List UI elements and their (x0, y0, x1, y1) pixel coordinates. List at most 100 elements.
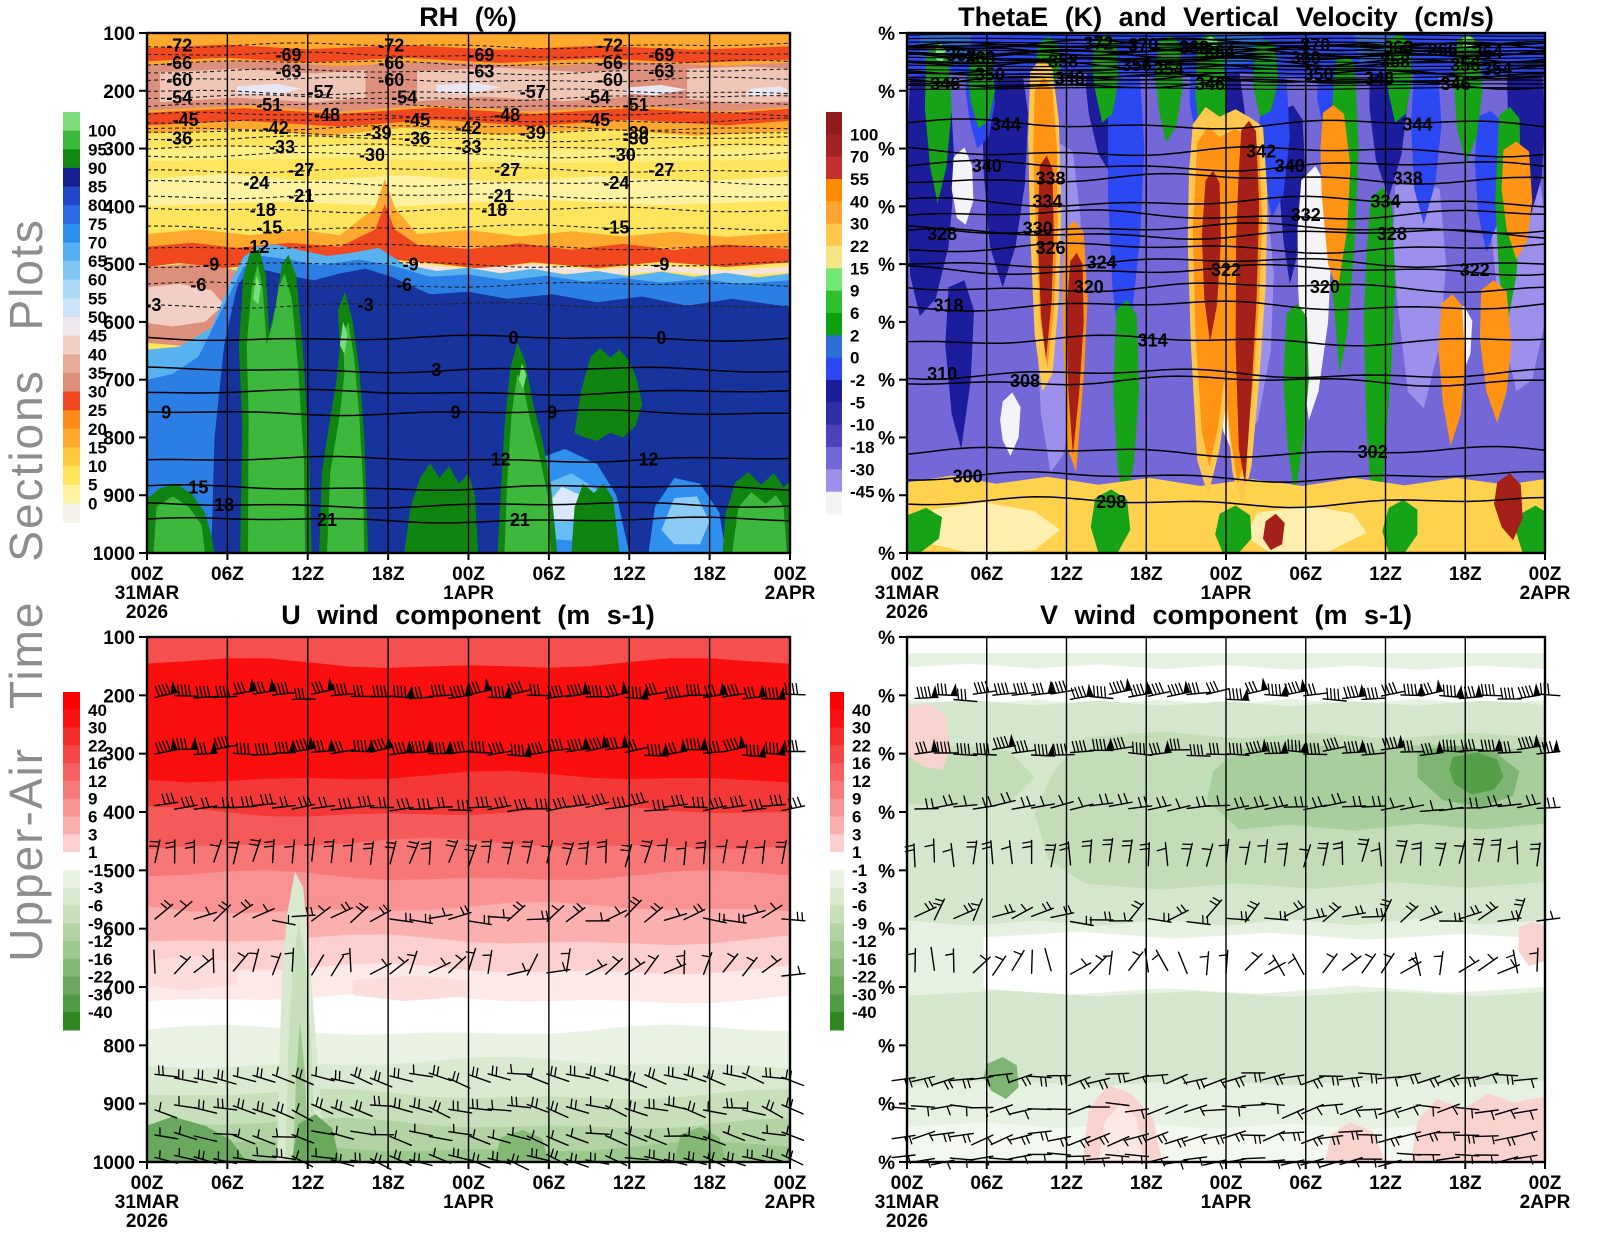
svg-text:-18: -18 (850, 438, 875, 457)
svg-text:-48: -48 (314, 105, 340, 125)
svg-text:370: 370 (1128, 35, 1158, 55)
svg-text:356: 356 (1122, 55, 1152, 75)
rh-colorbar: 1009590858075706560555045403530252015105… (63, 112, 116, 523)
svg-text:100: 100 (103, 628, 135, 649)
svg-text:800: 800 (103, 428, 135, 449)
svg-text:00Z: 00Z (1210, 1173, 1243, 1194)
svg-text:-12: -12 (243, 237, 269, 257)
svg-text:%: % (878, 313, 895, 334)
svg-text:18Z: 18Z (693, 1173, 726, 1194)
svg-text:-45: -45 (404, 110, 430, 130)
svg-text:80: 80 (88, 196, 107, 215)
svg-text:-30: -30 (88, 985, 113, 1004)
svg-text:400: 400 (103, 803, 135, 824)
svg-text:-3: -3 (852, 879, 867, 898)
svg-text:00Z: 00Z (891, 564, 924, 585)
svg-text:12: 12 (491, 449, 511, 469)
svg-text:70: 70 (88, 234, 107, 253)
svg-text:900: 900 (103, 486, 135, 507)
svg-text:-5: -5 (850, 393, 865, 412)
svg-text:-33: -33 (269, 137, 295, 157)
v-wind-barb-row (891, 1072, 1538, 1090)
svg-text:65: 65 (88, 252, 107, 271)
svg-text:-57: -57 (308, 82, 334, 102)
u-pressure-axis: 100 200 300 400 500 600 700 800 900 1000 (93, 628, 147, 1174)
svg-text:%: % (878, 920, 895, 941)
svg-text:-9: -9 (203, 255, 219, 275)
svg-text:298: 298 (1096, 492, 1126, 512)
svg-text:0: 0 (850, 349, 859, 368)
svg-text:322: 322 (1460, 260, 1490, 280)
svg-text:-10: -10 (850, 416, 875, 435)
svg-text:60: 60 (88, 271, 107, 290)
svg-text:362: 362 (946, 45, 976, 65)
svg-text:40: 40 (88, 345, 107, 364)
svg-text:%: % (878, 140, 895, 161)
svg-text:%: % (878, 24, 895, 45)
v-wind-barb-row (891, 1130, 1538, 1148)
svg-text:-54: -54 (584, 88, 610, 108)
svg-text:06Z: 06Z (211, 564, 244, 585)
svg-text:00Z: 00Z (452, 1173, 485, 1194)
svg-text:-36: -36 (166, 129, 192, 149)
svg-text:30: 30 (852, 719, 871, 738)
svg-text:12: 12 (852, 772, 871, 791)
svg-text:22: 22 (850, 237, 869, 256)
svg-text:-9: -9 (403, 255, 419, 275)
svg-text:-27: -27 (494, 160, 520, 180)
svg-text:50: 50 (88, 308, 107, 327)
svg-text:-66: -66 (166, 53, 192, 73)
svg-text:-12: -12 (852, 932, 877, 951)
svg-text:-66: -66 (378, 53, 404, 73)
svg-text:-60: -60 (378, 70, 404, 90)
svg-text:21: 21 (510, 510, 530, 530)
svg-text:9: 9 (88, 790, 97, 809)
svg-text:-48: -48 (494, 105, 520, 125)
svg-text:06Z: 06Z (533, 1173, 566, 1194)
svg-text:12Z: 12Z (291, 564, 324, 585)
svg-text:00Z: 00Z (1529, 564, 1562, 585)
thetae-time-axis: 00Z 06Z 12Z 18Z 00Z 06Z 12Z 18Z 00Z31MAR20261APR… (875, 553, 1571, 623)
svg-text:200: 200 (103, 82, 135, 103)
svg-text:1000: 1000 (93, 544, 135, 565)
svg-text:00Z: 00Z (774, 564, 807, 585)
svg-text:3: 3 (431, 360, 441, 380)
svg-text:2APR: 2APR (1520, 1192, 1571, 1213)
svg-text:40: 40 (852, 701, 871, 720)
svg-text:12Z: 12Z (613, 1173, 646, 1194)
rh-contour-labels: -72 -72 -72-69 -69 -69-66 -66 -66-63 -63 -63-60-… (145, 36, 674, 530)
svg-text:-69: -69 (275, 45, 301, 65)
svg-text:-3: -3 (358, 295, 374, 315)
svg-text:318: 318 (933, 296, 963, 316)
svg-text:334: 334 (1032, 192, 1062, 212)
svg-text:%: % (878, 1153, 895, 1174)
svg-text:10: 10 (88, 457, 107, 476)
u-wind-barb-row (154, 1063, 805, 1089)
svg-text:20: 20 (88, 420, 107, 439)
svg-text:338: 338 (1035, 169, 1065, 189)
svg-text:%: % (878, 428, 895, 449)
svg-text:-24: -24 (243, 173, 269, 193)
svg-text:%: % (878, 861, 895, 882)
svg-text:75: 75 (88, 215, 107, 234)
svg-text:-6: -6 (88, 897, 103, 916)
svg-text:-16: -16 (852, 950, 877, 969)
svg-text:22: 22 (852, 736, 871, 755)
svg-text:354: 354 (1482, 59, 1512, 79)
svg-text:-30: -30 (850, 460, 875, 479)
svg-text:00Z: 00Z (1210, 564, 1243, 585)
svg-text:-69: -69 (468, 45, 494, 65)
svg-text:9: 9 (451, 403, 461, 423)
svg-text:326: 326 (1035, 238, 1065, 258)
u-wind-barb-row (148, 837, 787, 868)
svg-text:348: 348 (1055, 69, 1085, 89)
u-wind-barb-row (154, 792, 806, 813)
svg-text:2026: 2026 (126, 602, 168, 623)
svg-text:-1: -1 (88, 861, 103, 880)
svg-text:-39: -39 (520, 123, 546, 143)
svg-text:500: 500 (103, 255, 135, 276)
